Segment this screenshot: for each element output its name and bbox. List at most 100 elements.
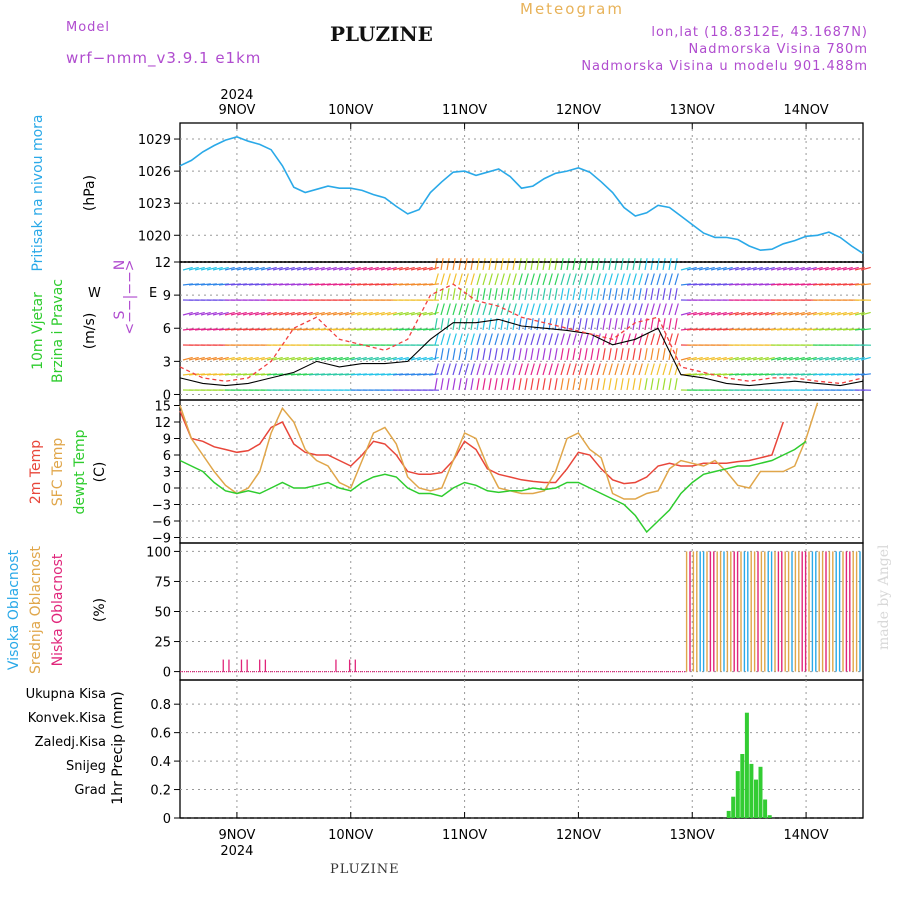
wind-barb <box>434 378 438 391</box>
wind-barb <box>638 378 642 391</box>
wind-barb <box>398 283 409 286</box>
wind-barb <box>326 328 337 331</box>
wind-barb <box>608 348 612 361</box>
wind-barb <box>578 378 582 391</box>
wind-barb <box>848 266 859 271</box>
wind-barb <box>518 318 522 331</box>
y-tick-label: 1026 <box>138 165 171 180</box>
y-tick-label: 15 <box>154 400 171 415</box>
wind-barb <box>206 283 217 286</box>
wind-barb <box>326 266 337 271</box>
wind-barb <box>686 356 697 361</box>
wind-barb <box>290 328 301 331</box>
wind-barb <box>650 363 655 376</box>
wind-barb <box>572 333 577 346</box>
wind-barb <box>230 283 241 286</box>
wind-barb <box>356 266 367 271</box>
wind-barb <box>416 356 427 361</box>
wind-barb <box>368 356 379 361</box>
wind-barb <box>830 373 841 376</box>
wind-barb <box>398 373 409 376</box>
wind-barb <box>488 273 493 286</box>
wind-barb <box>260 356 271 361</box>
wind-barb <box>578 363 583 376</box>
wind-barb <box>656 288 660 301</box>
wind-barb <box>332 328 343 331</box>
precip-legend-3: Snijeg <box>66 759 106 774</box>
wind-barb <box>458 348 462 361</box>
wind-barb <box>470 303 475 316</box>
wind-barb <box>320 373 331 376</box>
wind-barb <box>674 363 679 376</box>
wind-barb <box>512 288 516 301</box>
wind-barb <box>710 356 721 361</box>
y-tick-label: 50 <box>154 606 171 621</box>
wind-barb <box>686 311 697 316</box>
wind-barb <box>368 266 379 271</box>
wind-barb <box>602 333 607 346</box>
wind-barb <box>338 373 349 376</box>
wind-barb <box>500 273 505 286</box>
wind-barb <box>218 373 229 376</box>
precip-legend-1: Konvek.Kisa <box>28 711 106 726</box>
wind-barb <box>650 378 654 391</box>
wind-barb <box>806 328 817 331</box>
wind-barb <box>662 273 667 286</box>
wind-barb <box>818 328 829 331</box>
wind-barb <box>260 266 271 271</box>
wind-barb <box>416 283 427 286</box>
wind-barb <box>776 283 787 286</box>
wind-barb <box>242 328 253 331</box>
wind-barb <box>602 303 607 316</box>
wind-barb <box>638 288 642 301</box>
wind-barb <box>590 348 594 361</box>
wind-barb <box>500 258 504 271</box>
wind-barb <box>386 311 397 316</box>
wind-barb <box>470 348 474 361</box>
wind-barb <box>482 348 486 361</box>
top-date-label: 10NOV <box>328 103 373 118</box>
wind-barb <box>506 318 510 331</box>
wind-barb <box>584 303 589 316</box>
wind-barb <box>680 283 691 286</box>
wind-barb <box>620 303 625 316</box>
wind-barb <box>416 311 427 316</box>
wind-barb <box>524 303 529 316</box>
wind-barb <box>374 311 385 316</box>
station-title: PLUZINE <box>330 22 433 46</box>
wind-barb <box>740 311 751 316</box>
wind-barb <box>272 283 283 286</box>
wind-barb <box>608 273 613 286</box>
wind-barb <box>668 303 673 316</box>
wind-barb <box>806 373 817 376</box>
wind-barb <box>536 333 541 346</box>
wind-barb <box>650 348 654 361</box>
wind-barb <box>188 283 199 286</box>
wind-barb <box>524 348 528 361</box>
wind-barb <box>620 258 624 271</box>
wind-barb <box>608 258 612 271</box>
wind-barb <box>758 266 769 271</box>
wind-barb <box>740 266 751 271</box>
wind-barb <box>674 378 678 391</box>
model-name: wrf−nmm_v3.9.1 e1km <box>66 49 262 67</box>
wind-barb <box>410 283 421 286</box>
wind-barb <box>734 311 745 316</box>
wind-barb <box>530 363 535 376</box>
wind-barb <box>824 373 835 376</box>
wind-barb <box>740 328 751 331</box>
wind-barb <box>224 283 235 286</box>
wind-barb <box>332 373 343 376</box>
wind-barb <box>566 348 570 361</box>
wind-barb <box>512 333 517 346</box>
wind-barb <box>230 311 241 316</box>
wind-barb <box>506 258 510 271</box>
wind-barb <box>680 328 691 331</box>
y-tick-label: 6 <box>163 449 171 464</box>
wind-barb <box>482 318 486 331</box>
wind-barb <box>224 373 235 376</box>
wind-barb <box>308 283 319 286</box>
wind-barb <box>446 363 451 376</box>
elevation-label: Nadmorska Visina 780m <box>688 42 868 57</box>
wind-barb <box>644 258 648 271</box>
